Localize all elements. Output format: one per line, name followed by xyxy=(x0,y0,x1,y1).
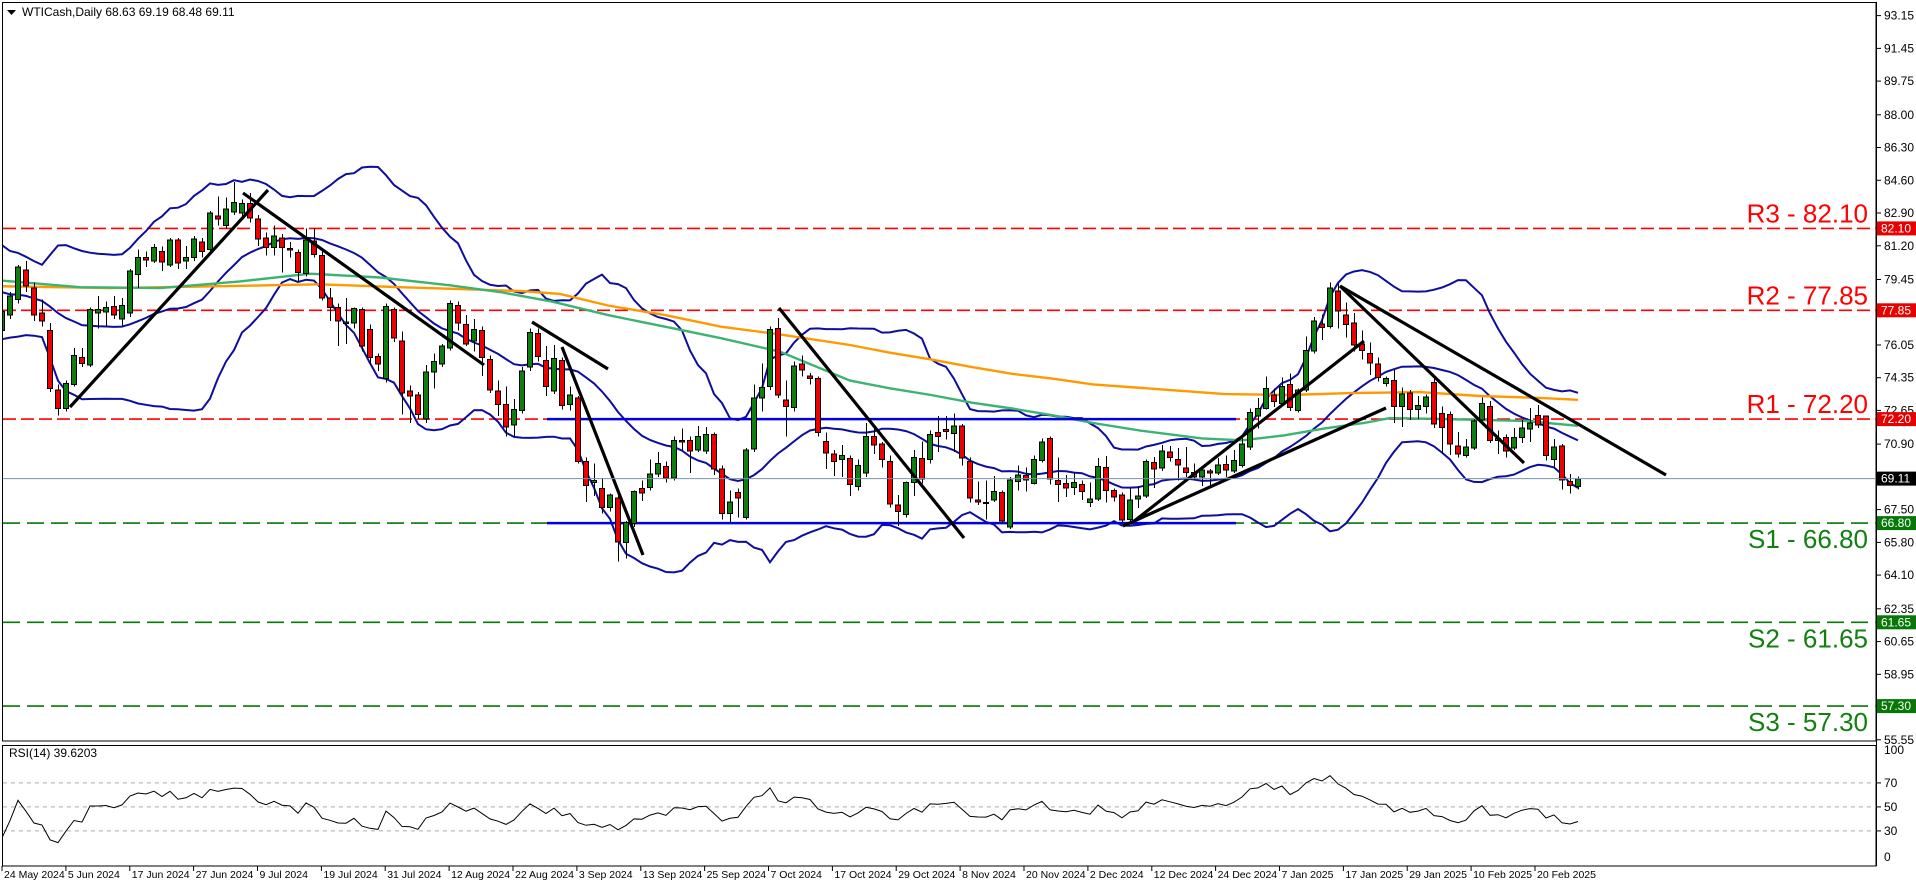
svg-text:17 Oct 2024: 17 Oct 2024 xyxy=(834,869,891,881)
svg-text:17 Jun 2024: 17 Jun 2024 xyxy=(132,869,190,881)
svg-text:5 Jun 2024: 5 Jun 2024 xyxy=(68,869,120,881)
svg-text:50: 50 xyxy=(1884,800,1898,814)
svg-text:61.65: 61.65 xyxy=(1881,615,1911,629)
svg-text:30: 30 xyxy=(1884,824,1898,838)
svg-text:65.80: 65.80 xyxy=(1884,535,1914,549)
svg-text:82.10: 82.10 xyxy=(1881,221,1911,235)
svg-text:12 Aug 2024: 12 Aug 2024 xyxy=(451,869,510,881)
svg-text:S3 - 57.30: S3 - 57.30 xyxy=(1748,707,1868,737)
svg-text:100: 100 xyxy=(1884,743,1904,757)
svg-text:7 Oct 2024: 7 Oct 2024 xyxy=(771,869,823,881)
svg-text:70: 70 xyxy=(1884,776,1898,790)
svg-text:88.00: 88.00 xyxy=(1884,108,1914,122)
svg-text:S2 - 61.65: S2 - 61.65 xyxy=(1748,623,1868,653)
svg-text:67.50: 67.50 xyxy=(1884,503,1914,517)
svg-text:R2 - 77.85: R2 - 77.85 xyxy=(1747,280,1868,310)
svg-text:7 Jan 2025: 7 Jan 2025 xyxy=(1282,869,1334,881)
svg-text:20 Nov 2024: 20 Nov 2024 xyxy=(1026,869,1086,881)
svg-text:WTICash,Daily 68.63 69.19 68.: WTICash,Daily 68.63 69.19 68.48 69.11 xyxy=(22,5,235,19)
svg-text:25 Sep 2024: 25 Sep 2024 xyxy=(707,869,767,881)
svg-text:93.15: 93.15 xyxy=(1884,9,1914,23)
svg-text:R1 - 72.20: R1 - 72.20 xyxy=(1747,389,1868,419)
svg-text:74.35: 74.35 xyxy=(1884,371,1914,385)
svg-text:79.45: 79.45 xyxy=(1884,273,1914,287)
svg-text:19 Jul 2024: 19 Jul 2024 xyxy=(323,869,377,881)
svg-text:24 Dec 2024: 24 Dec 2024 xyxy=(1218,869,1278,881)
svg-text:57.30: 57.30 xyxy=(1881,699,1911,713)
svg-text:22 Aug 2024: 22 Aug 2024 xyxy=(515,869,574,881)
svg-text:69.11: 69.11 xyxy=(1881,472,1910,486)
svg-text:66.80: 66.80 xyxy=(1881,516,1911,530)
svg-text:82.90: 82.90 xyxy=(1884,206,1914,220)
svg-text:RSI(14) 39.6203: RSI(14) 39.6203 xyxy=(9,746,97,760)
svg-text:31 Jul 2024: 31 Jul 2024 xyxy=(387,869,441,881)
svg-text:29 Jan 2025: 29 Jan 2025 xyxy=(1409,869,1467,881)
svg-text:13 Sep 2024: 13 Sep 2024 xyxy=(643,869,703,881)
svg-text:84.60: 84.60 xyxy=(1884,173,1914,187)
svg-text:12 Dec 2024: 12 Dec 2024 xyxy=(1154,869,1214,881)
svg-text:24 May 2024: 24 May 2024 xyxy=(4,869,65,881)
svg-text:62.35: 62.35 xyxy=(1884,602,1914,616)
svg-text:3 Sep 2024: 3 Sep 2024 xyxy=(579,869,633,881)
svg-text:0: 0 xyxy=(1884,850,1891,864)
svg-text:17 Jan 2025: 17 Jan 2025 xyxy=(1345,869,1403,881)
svg-text:91.45: 91.45 xyxy=(1884,41,1914,55)
svg-text:8 Nov 2024: 8 Nov 2024 xyxy=(962,869,1016,881)
svg-text:R3 - 82.10: R3 - 82.10 xyxy=(1747,198,1868,228)
svg-text:S1 - 66.80: S1 - 66.80 xyxy=(1748,524,1868,554)
svg-text:89.75: 89.75 xyxy=(1884,74,1914,88)
svg-text:20 Feb 2025: 20 Feb 2025 xyxy=(1537,869,1596,881)
svg-text:55.55: 55.55 xyxy=(1884,733,1914,747)
svg-text:86.30: 86.30 xyxy=(1884,141,1914,155)
svg-text:64.10: 64.10 xyxy=(1884,568,1914,582)
svg-text:27 Jun 2024: 27 Jun 2024 xyxy=(196,869,254,881)
svg-text:58.95: 58.95 xyxy=(1884,667,1914,681)
svg-text:29 Oct 2024: 29 Oct 2024 xyxy=(898,869,955,881)
svg-text:60.65: 60.65 xyxy=(1884,635,1914,649)
svg-text:76.05: 76.05 xyxy=(1884,338,1914,352)
svg-text:72.20: 72.20 xyxy=(1881,412,1911,426)
svg-text:10 Feb 2025: 10 Feb 2025 xyxy=(1473,869,1532,881)
svg-text:81.20: 81.20 xyxy=(1884,239,1914,253)
svg-text:2 Dec 2024: 2 Dec 2024 xyxy=(1090,869,1144,881)
svg-text:9 Jul 2024: 9 Jul 2024 xyxy=(260,869,309,881)
svg-text:77.85: 77.85 xyxy=(1881,303,1911,317)
svg-text:70.90: 70.90 xyxy=(1884,437,1914,451)
